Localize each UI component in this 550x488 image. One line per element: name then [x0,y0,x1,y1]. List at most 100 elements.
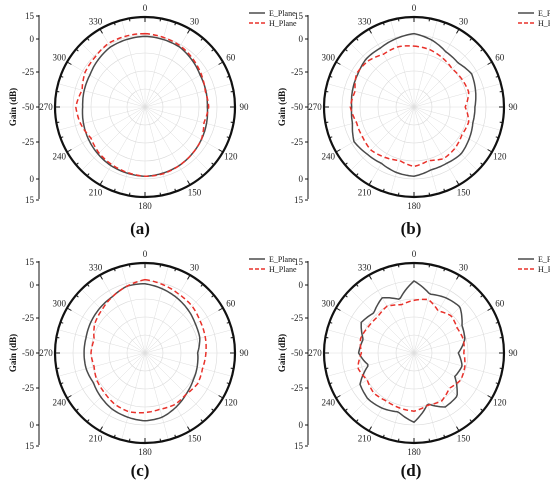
grid-spoke [413,106,493,153]
grid-spoke [413,266,438,354]
grid-spoke [81,352,146,417]
polar-chart-4: 0306090120150180210240270300330150-25-50… [277,249,550,480]
ring-tick [335,149,341,153]
grid-spoke [413,352,478,417]
grid-spoke [327,329,415,354]
radial-tick-label: 15 [294,257,304,267]
ring-tick [495,136,499,139]
ring-tick [66,307,72,311]
grid-spoke [368,352,415,432]
panel-caption: (d) [401,461,422,480]
grid-spoke [413,106,478,171]
angle-label: 240 [322,152,336,162]
legend-label: H_Plane [269,265,297,274]
grid-spoke [81,289,146,354]
angle-label: 60 [226,53,236,63]
ring-tick [487,307,493,311]
grid-spoke [66,61,146,108]
angle-label: 30 [190,262,200,272]
legend-label: E_Plane [269,255,296,264]
ring-tick [495,382,499,385]
ring-tick [480,294,484,298]
radial-tick-label: -25 [291,383,303,393]
ring-tick [128,18,131,22]
radial-tick-label: -25 [22,67,34,77]
radial-tick-label: -25 [22,313,34,323]
angle-label: 60 [495,53,505,63]
series-line-e-plane [357,280,466,424]
polar-chart-3: 0306090120150180210240270300330150-25-50… [8,249,297,480]
ring-tick [113,188,116,192]
angle-label: 300 [322,53,336,63]
ring-tick [469,283,473,287]
ring-tick [128,264,131,268]
ring-tick [113,268,116,272]
ring-tick [456,426,460,432]
grid-spoke [350,106,415,171]
ring-tick [428,264,431,268]
ring-tick [428,18,431,22]
legend-label: E_Plane [538,255,550,264]
angle-label: 30 [190,16,200,26]
radial-tick-label: 15 [25,195,35,205]
grid-spoke [144,43,209,108]
grid-spoke [144,106,224,153]
angle-label: 180 [138,447,152,457]
legend-label: H_Plane [538,19,550,28]
ring-tick [495,75,499,78]
radial-tick-label: -50 [22,348,34,358]
angle-label: 120 [493,398,507,408]
ring-tick [355,173,359,177]
ring-tick [99,28,103,34]
ring-tick [456,28,460,34]
ring-tick [469,37,473,41]
grid-spoke [390,266,415,354]
ring-tick [230,367,234,370]
radial-tick-label: 15 [25,441,35,451]
ring-tick [113,22,116,26]
panel-caption: (b) [401,219,422,238]
ring-tick [75,162,79,166]
radial-tick-label: -25 [22,383,34,393]
ring-tick [56,367,60,370]
angle-label: 120 [493,152,507,162]
ring-tick [174,188,177,192]
angle-label: 240 [53,152,67,162]
radial-tick-label: 0 [30,280,35,290]
ring-tick [86,419,90,423]
angle-label: 150 [188,434,202,444]
ring-tick [187,274,191,280]
grid-spoke [350,43,415,108]
ring-tick [499,336,503,339]
legend-label: H_Plane [269,19,297,28]
panel-caption: (c) [131,461,150,480]
ring-tick [60,136,64,139]
ring-tick [86,283,90,287]
ring-tick [344,408,348,412]
angle-label: 150 [457,434,471,444]
radial-tick-label: 0 [299,420,304,430]
grid-spoke [413,28,460,108]
ring-tick [499,367,503,370]
ring-tick [159,264,162,268]
grid-spoke [368,28,415,108]
ring-tick [344,294,348,298]
radial-tick-label: -25 [291,137,303,147]
grid-spoke [99,352,146,432]
ring-tick [187,426,191,432]
ring-tick [218,307,224,311]
grid-spoke [413,352,438,440]
ring-tick [211,48,215,52]
grid-spoke [335,61,415,108]
ring-tick [230,336,234,339]
ring-tick [397,438,400,442]
angle-label: 270 [39,348,53,358]
ring-tick [335,307,341,311]
angle-label: 180 [407,447,421,457]
radial-tick-label: 0 [299,174,304,184]
ring-tick [60,321,64,324]
ring-tick [443,268,446,272]
ring-tick [128,192,131,196]
grid-spoke [390,352,415,440]
